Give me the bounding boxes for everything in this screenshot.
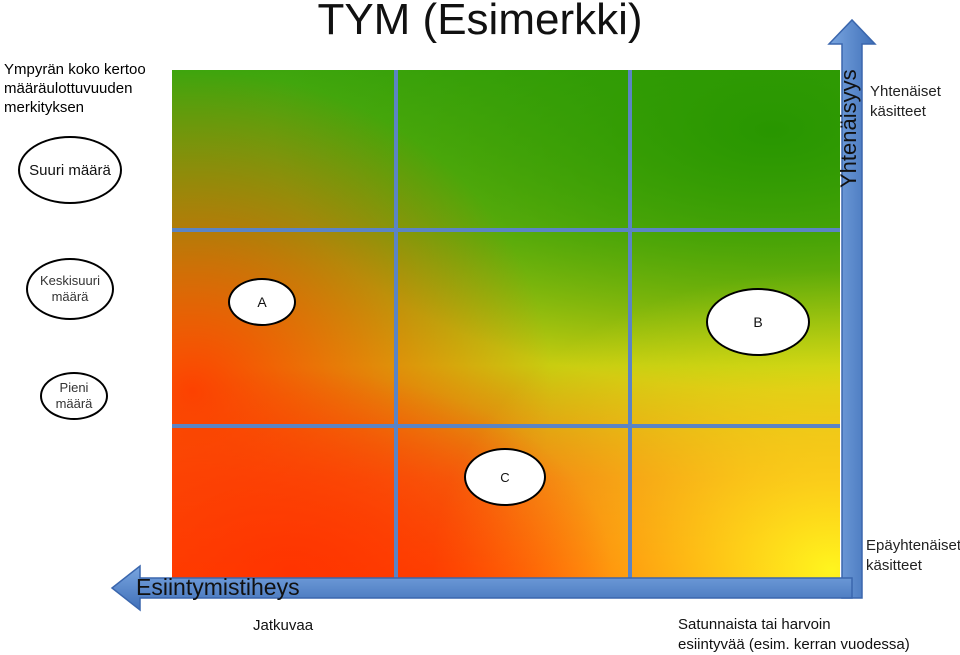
legend-size-medium-line-1: Keskisuuri <box>40 273 100 288</box>
y-axis-label-text: Yhtenäisyys <box>836 69 861 188</box>
bubble-b: B <box>706 288 810 356</box>
y-axis-arrow <box>827 18 877 599</box>
legend-size-small: Pieni määrä <box>40 372 108 420</box>
bubble-a: A <box>228 278 296 326</box>
x-axis-right-line-2: esiintyvää (esim. kerran vuodessa) <box>678 636 910 653</box>
grid-line-vertical-1 <box>394 70 398 580</box>
y-axis-top-line-1: Yhtenäiset <box>870 83 941 100</box>
y-axis-label: Yhtenäisyys <box>836 69 861 188</box>
page-title: TYM (Esimerkki) <box>317 0 643 44</box>
y-axis-top-label: Yhtenäiset käsitteet <box>870 82 941 122</box>
x-axis-label: Esiintymistiheys <box>136 574 300 600</box>
bubble-a-label: A <box>257 294 267 310</box>
bubble-c-label: C <box>500 469 510 485</box>
grid-line-vertical-2 <box>628 70 632 580</box>
y-axis-bottom-line-1: Epäyhtenäiset <box>866 537 960 554</box>
grid-line-horizontal-1 <box>172 228 840 232</box>
legend-size-large: Suuri määrä <box>18 136 122 204</box>
y-axis-bottom-line-2: käsitteet <box>866 557 922 574</box>
legend-size-medium-line-2: määrä <box>51 289 89 304</box>
y-axis-top-line-2: käsitteet <box>870 103 926 120</box>
legend-size-small-line-2: määrä <box>55 396 93 411</box>
legend-size-medium: Keskisuuri määrä <box>26 258 114 320</box>
grid-line-horizontal-2 <box>172 424 840 428</box>
legend-size-small-line-1: Pieni <box>59 380 89 395</box>
legend-title-line-2: määräulottuvuuden <box>4 80 133 97</box>
x-axis-arrow <box>110 564 853 612</box>
bubble-c: C <box>464 448 546 506</box>
legend-title: Ympyrän koko kertoo määräulottuvuuden me… <box>4 60 146 117</box>
x-axis-right-line-1: Satunnaista tai harvoin <box>678 616 831 633</box>
bubble-b-label: B <box>753 314 763 330</box>
legend-size-large-label: Suuri määrä <box>29 161 111 179</box>
x-axis-left-label: Jatkuvaa <box>253 617 314 634</box>
legend-title-line-1: Ympyrän koko kertoo <box>4 61 146 78</box>
legend-title-line-3: merkityksen <box>4 99 85 116</box>
y-axis-bottom-label: Epäyhtenäiset käsitteet <box>866 536 960 576</box>
x-axis-right-label: Satunnaista tai harvoin esiintyvää (esim… <box>678 615 910 655</box>
